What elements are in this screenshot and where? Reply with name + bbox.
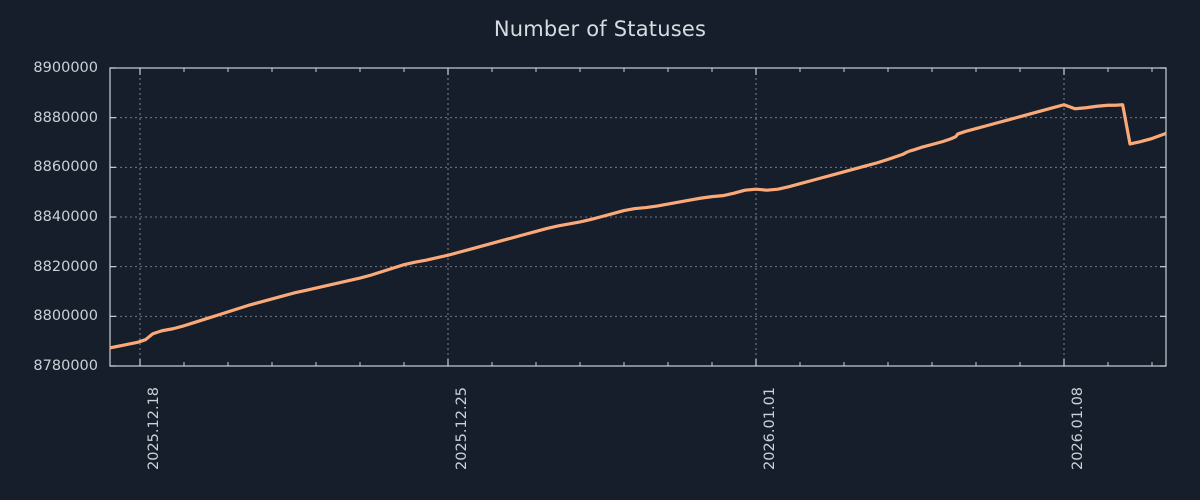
y-axis-ticks xyxy=(110,67,1166,367)
y-axis-tick-label: 8780000 xyxy=(33,358,98,374)
y-axis-tick-label: 8860000 xyxy=(33,159,98,176)
x-axis-tick-label: 2025.12.25 xyxy=(454,386,470,470)
y-axis-tick-label: 8880000 xyxy=(33,109,98,126)
y-axis-tick-label: 8900000 xyxy=(33,60,98,76)
y-axis-tick-label: 8840000 xyxy=(33,209,98,225)
x-axis-ticks xyxy=(139,68,1153,366)
series-line-number-of-statuses xyxy=(110,103,1166,350)
x-axis-tick-label: 2026.01.01 xyxy=(762,386,778,470)
x-axis-tick-label: 2026.01.08 xyxy=(1070,386,1086,470)
y-gridlines xyxy=(110,67,1166,367)
plot-frame xyxy=(109,67,1167,367)
y-axis-tick-label: 8820000 xyxy=(33,258,98,275)
x-axis-tick-label: 2025.12.18 xyxy=(146,386,162,470)
chart-title: Number of Statuses xyxy=(493,17,707,41)
y-axis-tick-label: 8800000 xyxy=(33,308,98,325)
